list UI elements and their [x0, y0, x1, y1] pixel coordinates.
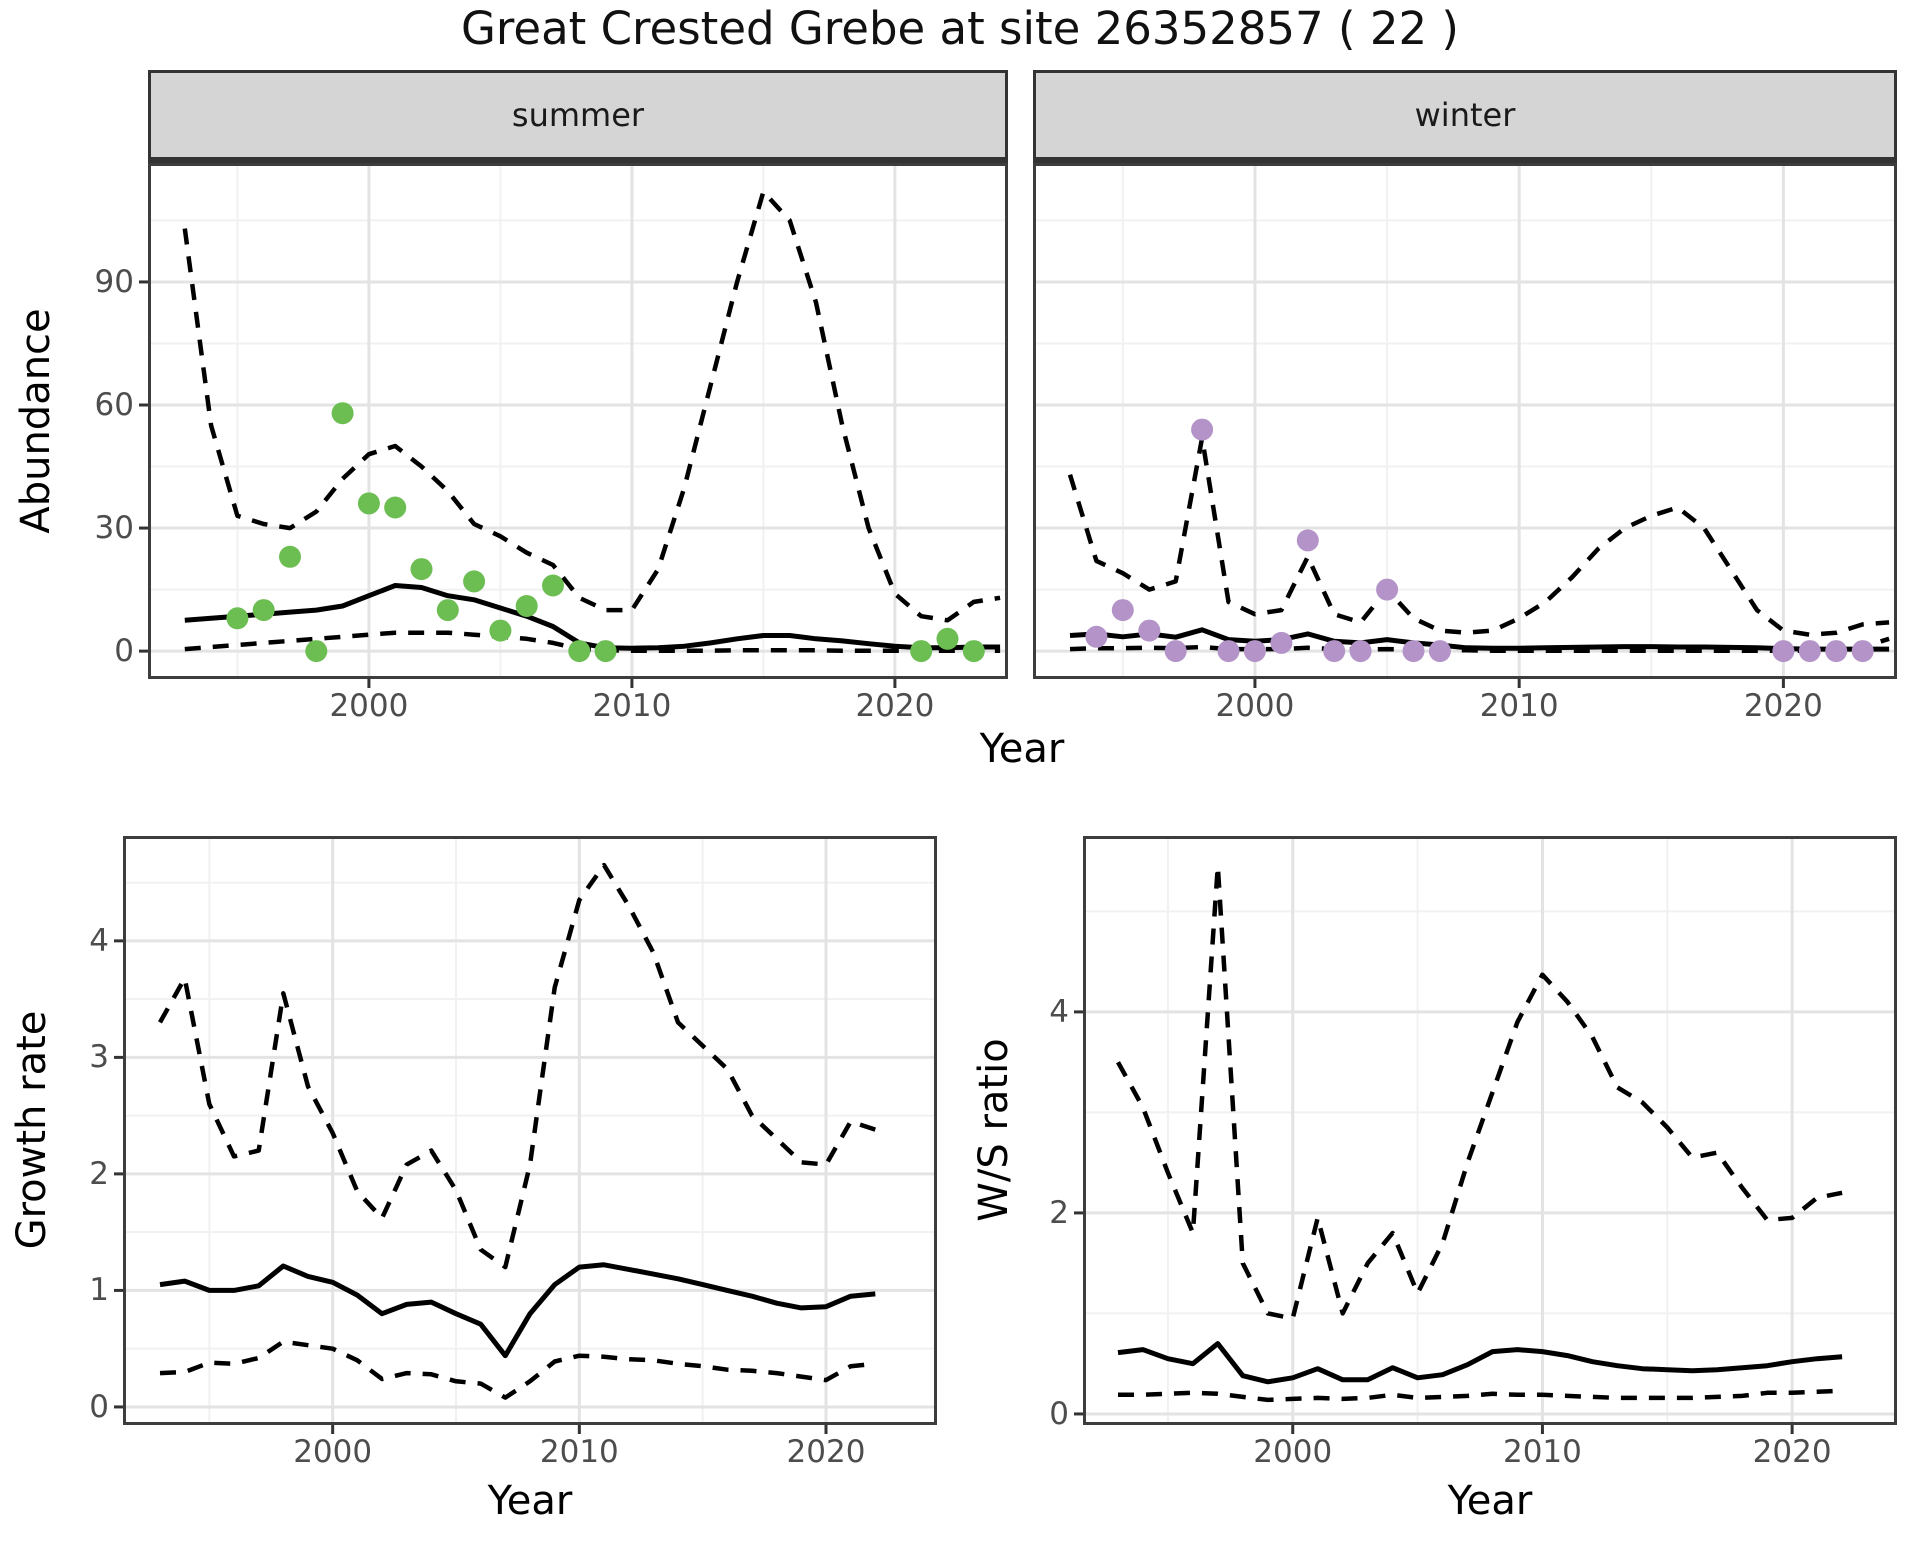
summer-upper-ci-line [182, 189, 1001, 623]
winter-observation-point [1428, 640, 1451, 663]
winter-observation-point [1772, 640, 1795, 663]
x-axis-title-growth: Year [487, 1478, 573, 1524]
summer-observation-point [331, 402, 354, 425]
summer-x-tick-label: 2010 [592, 688, 672, 724]
winter-x-tick-label: 2010 [1479, 688, 1559, 724]
winter-observation-point [1111, 599, 1134, 622]
summer-observation-point [410, 558, 433, 581]
summer-observation-point [463, 570, 486, 593]
winter-observation-point [1138, 619, 1161, 642]
summer-observation-point [910, 640, 933, 663]
summer-y-tick-label: 30 [94, 510, 134, 547]
summer-observation-point [436, 599, 459, 622]
winter-observation-point [1851, 640, 1874, 663]
summer-observation-point [252, 599, 275, 622]
summer-observation-point [384, 496, 407, 519]
summer-observation-point [594, 640, 617, 663]
winter-x-tick-label: 2000 [1215, 688, 1295, 724]
ws-panel-bg [1083, 836, 1897, 1425]
growth-x-tick-label: 2000 [293, 1434, 373, 1470]
growth-y-tick-label: 3 [89, 1039, 109, 1076]
winter-observation-point [1217, 640, 1240, 663]
summer-observation-point [542, 574, 564, 597]
winter-mean-line [1069, 627, 1890, 652]
ws-upper-ci-line [1116, 863, 1843, 1321]
summer-x-tick-label: 2000 [329, 688, 409, 724]
summer-observation-point [226, 607, 249, 630]
facet-label-summer: summer [511, 96, 645, 134]
summer-observation-point [515, 595, 538, 617]
winter-observation-point [1323, 640, 1346, 663]
growth-x-tick-label: 2020 [786, 1434, 866, 1470]
ws-y-tick-label: 4 [1049, 993, 1069, 1030]
winter-observation-point [1270, 631, 1293, 654]
winter-observation-point [1402, 640, 1425, 663]
y-axis-title-growth-rate: Growth rate [9, 1010, 55, 1250]
growth-upper-ci-line [158, 862, 877, 1270]
winter-observation-point [1349, 640, 1372, 663]
ws-x-tick-label: 2020 [1752, 1434, 1832, 1470]
winter-observation-point [1164, 640, 1187, 663]
ws-panel-border [1083, 836, 1897, 1425]
summer-observation-point [962, 640, 985, 663]
ws-lower-ci-line [1118, 1388, 1843, 1403]
ws-y-tick-label: 0 [1049, 1395, 1069, 1432]
ws-y-tick-label: 2 [1049, 1194, 1069, 1231]
y-axis-title-ws-ratio: W/S ratio [971, 1038, 1017, 1222]
summer-observation-point [489, 619, 512, 642]
growth-y-tick-label: 2 [89, 1155, 109, 1192]
growth-y-tick-label: 1 [89, 1272, 109, 1309]
summer-observation-point [305, 640, 328, 663]
x-axis-title-ws: Year [1447, 1478, 1533, 1524]
facet-strip-winter: winter [1033, 70, 1897, 163]
summer-y-tick-label: 90 [94, 263, 134, 300]
summer-observation-point [279, 545, 301, 568]
growth-y-tick-label: 4 [89, 922, 109, 959]
facet-strip-summer: summer [148, 70, 1008, 163]
summer-panel-border [148, 163, 1008, 679]
winter-observation-point [1798, 640, 1821, 663]
winter-observation-point [1191, 418, 1214, 441]
growth-mean-line [159, 1262, 876, 1359]
growth-lower-ci-line [159, 1339, 876, 1400]
ws-mean-line [1117, 1341, 1843, 1385]
winter-x-tick-label: 2020 [1743, 688, 1823, 724]
summer-x-tick-label: 2020 [855, 688, 935, 724]
growth-panel-border [123, 836, 937, 1425]
winter-observation-point [1825, 640, 1848, 663]
growth-y-tick-label: 0 [89, 1388, 109, 1425]
summer-panel-bg [148, 163, 1008, 679]
summer-y-tick-label: 0 [114, 633, 134, 670]
winter-upper-ci-line [1067, 435, 1890, 637]
winter-observation-point [1243, 640, 1266, 663]
summer-lower-ci-line [184, 630, 1001, 653]
winter-observation-point [1085, 625, 1108, 648]
growth-panel-bg [123, 836, 937, 1425]
summer-observation-point [568, 640, 591, 663]
x-axis-title-top: Year [979, 726, 1065, 772]
ws-x-tick-label: 2000 [1253, 1434, 1333, 1470]
summer-observation-point [357, 492, 380, 515]
y-axis-title-abundance: Abundance [13, 308, 59, 534]
summer-y-tick-label: 60 [94, 387, 134, 423]
winter-panel-border [1033, 163, 1897, 679]
growth-x-tick-label: 2010 [539, 1434, 619, 1470]
summer-observation-point [936, 627, 959, 650]
winter-observation-point [1376, 578, 1399, 601]
chart-title: Great Crested Grebe at site 26352857 ( 2… [461, 2, 1459, 55]
summer-mean-line [184, 583, 1001, 651]
ws-x-tick-label: 2010 [1502, 1434, 1582, 1470]
facet-label-winter: winter [1414, 96, 1516, 134]
winter-lower-ci-line [1069, 636, 1890, 653]
winter-observation-point [1296, 529, 1319, 552]
winter-panel-bg [1033, 163, 1897, 679]
